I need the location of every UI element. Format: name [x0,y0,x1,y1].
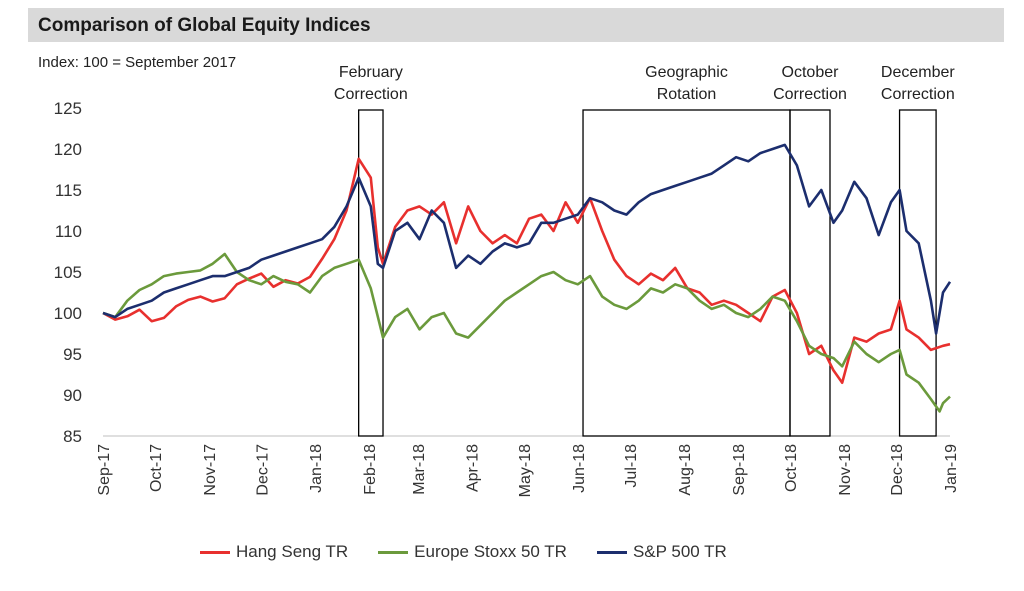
title-bar: Comparison of Global Equity Indices [28,8,1004,42]
chart-title: Comparison of Global Equity Indices [38,15,371,36]
x-tick-label: Dec-17 [254,444,271,496]
legend-item-hang-seng: Hang Seng TR [200,542,348,562]
y-tick-label: 110 [55,222,82,241]
series-line [102,157,951,384]
annotation-label: February [339,64,403,81]
y-tick-label: 115 [55,181,82,200]
x-tick-label: May-18 [517,444,534,497]
y-tick-label: 85 [63,427,82,446]
annotation-box [789,109,831,437]
annotation-label: Correction [773,86,847,103]
y-tick-label: 90 [63,386,82,405]
annotation-box [358,109,384,437]
x-tick-label: Nov-17 [202,444,219,496]
x-tick-label: Oct-17 [148,444,165,492]
y-tick-label: 100 [54,304,82,323]
series-line [102,143,952,335]
x-tick-label: Jul-18 [623,444,640,488]
x-tick-label: Jun-18 [571,444,588,493]
annotation-box [582,109,791,437]
x-tick-label: Oct-18 [783,444,800,492]
legend-label-europe-stoxx: Europe Stoxx 50 TR [414,542,567,561]
legend-label-hang-seng: Hang Seng TR [236,542,349,561]
annotation-label: October [782,64,840,81]
x-tick-label: Apr-18 [465,444,482,492]
annotation-label: Correction [334,86,408,103]
series-line [102,252,951,413]
x-tick-label: Dec-18 [889,444,906,496]
legend-label-sp500: S&P 500 TR [632,542,727,561]
chart-subtitle: Index: 100 = September 2017 [38,54,237,71]
legend-swatch-hang-seng [200,550,230,554]
y-tick-label: 120 [54,140,82,159]
annotation-label: December [881,64,955,81]
x-tick-label: Feb-18 [362,444,379,495]
x-tick-label: Jan-18 [308,444,325,493]
x-tick-label: Sep-18 [731,444,748,496]
x-tick-label: Jan-19 [943,444,960,493]
x-tick-label: Sep-17 [96,444,113,496]
annotation-label: Rotation [657,86,717,103]
legend: Hang Seng TR Europe Stoxx 50 TR S&P 500 … [200,540,757,564]
legend-swatch-sp500 [596,550,627,554]
x-tick-label: Aug-18 [677,444,694,496]
annotation-label: Geographic [645,64,728,81]
legend-swatch-europe-stoxx [378,550,409,554]
annotation-label: Correction [881,86,955,103]
y-tick-label: 95 [63,345,82,364]
annotation-box [898,109,937,437]
x-tick-label: Nov-18 [837,444,854,496]
x-tick-label: Mar-18 [411,444,428,495]
y-tick-label: 105 [54,263,82,282]
legend-item-europe-stoxx: Europe Stoxx 50 TR [378,542,567,562]
legend-item-sp500: S&P 500 TR [596,542,727,562]
y-tick-label: 125 [54,99,82,118]
